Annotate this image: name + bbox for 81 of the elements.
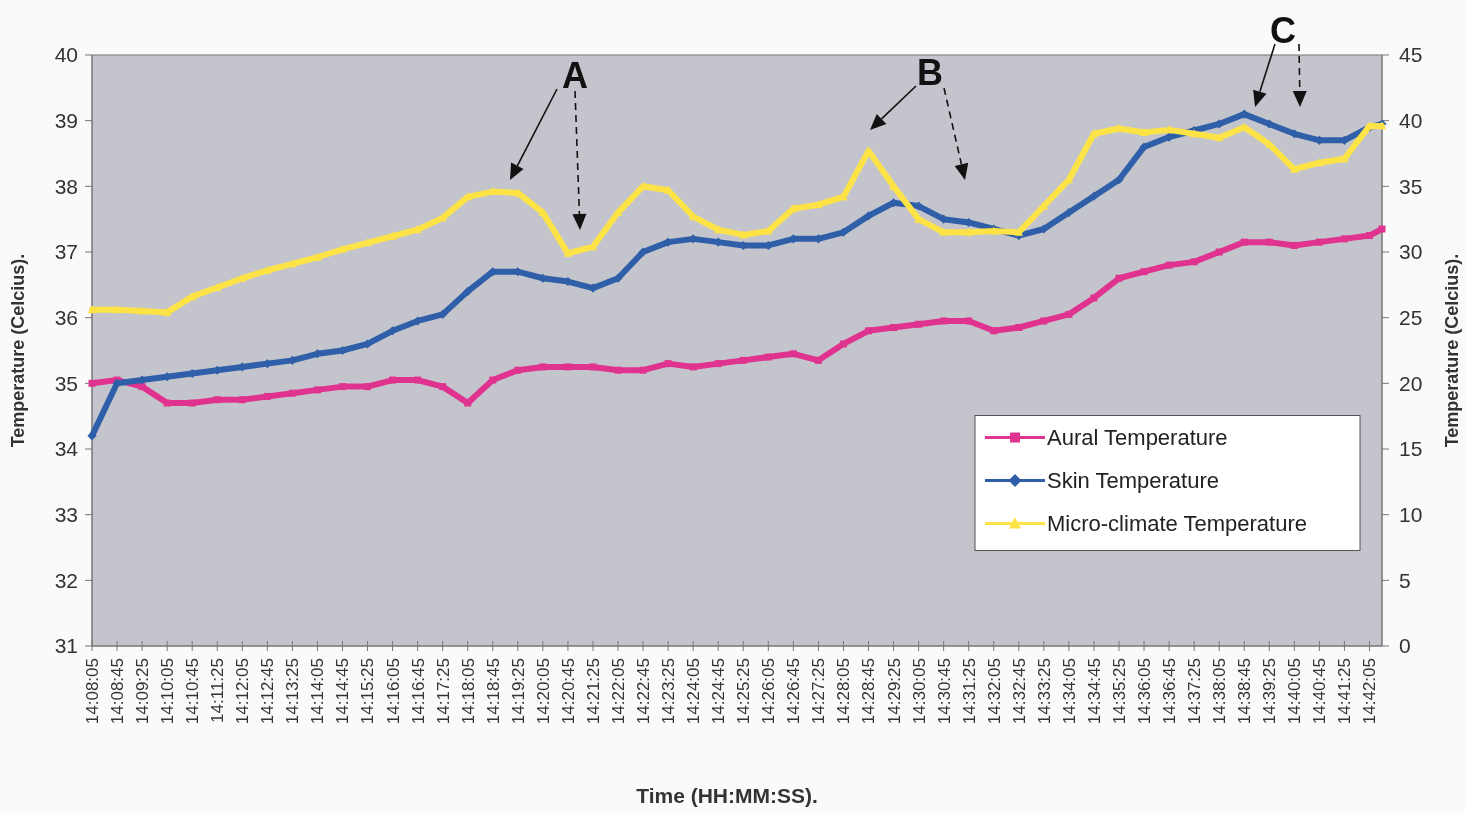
y2-tick-label: 35: [1399, 174, 1423, 198]
y-tick-label: 33: [54, 503, 78, 527]
x-tick-label: 14:10:05: [158, 658, 178, 725]
x-tick-label: 14:22:05: [608, 658, 628, 725]
x-tick-label: 14:16:45: [408, 658, 428, 725]
y-tick-label: 31: [54, 634, 78, 658]
x-tick-label: 14:18:45: [483, 658, 503, 725]
annotation: B: [917, 51, 943, 93]
x-tick-label: 14:20:05: [533, 658, 553, 725]
y2-tick-label: 40: [1399, 109, 1423, 133]
y-tick-label: 36: [54, 306, 78, 330]
x-tick-label: 14:15:25: [358, 658, 378, 725]
x-tick-label: 14:38:05: [1210, 658, 1230, 725]
x-tick-label: 14:29:25: [884, 658, 904, 725]
x-tick-label: 14:36:45: [1160, 658, 1180, 725]
x-tick-label: 14:22:45: [634, 658, 654, 725]
y2-tick-label: 0: [1399, 634, 1411, 658]
x-tick-label: 14:26:05: [759, 658, 779, 725]
x-tick-label: 14:37:25: [1185, 658, 1205, 725]
x-tick-label: 14:42:05: [1360, 658, 1380, 725]
x-tick-label: 14:08:45: [108, 658, 127, 725]
x-tick-label: 14:28:45: [859, 658, 879, 725]
x-tick-label: 14:14:45: [333, 658, 353, 725]
x-tick-label: 14:12:45: [258, 658, 278, 725]
y2-tick-label: 30: [1399, 240, 1423, 264]
legend-label: Aural Temperature: [1047, 425, 1228, 451]
x-tick-label: 14:31:25: [959, 658, 979, 725]
x-tick-label: 14:28:05: [834, 658, 854, 725]
x-tick-label: 14:39:25: [1260, 658, 1280, 725]
y2-tick-label: 20: [1399, 371, 1423, 395]
x-tick-label: 14:10:45: [183, 658, 203, 725]
x-tick-label: 14:16:05: [383, 658, 403, 725]
x-tick-label: 14:40:05: [1285, 658, 1305, 725]
annotation: A: [562, 54, 588, 96]
x-tick-label: 14:34:05: [1059, 658, 1079, 725]
y-tick-label: 40: [54, 43, 78, 67]
x-tick-label: 14:34:45: [1084, 658, 1104, 725]
y2-tick-label: 5: [1399, 568, 1411, 592]
y-tick-label: 37: [54, 240, 78, 264]
y-tick-label: 35: [54, 371, 78, 395]
x-tick-label: 14:11:25: [208, 658, 228, 723]
y2-tick-label: 15: [1399, 437, 1423, 461]
x-tick-label: 14:20:45: [558, 658, 578, 725]
x-tick-label: 14:09:25: [133, 658, 153, 725]
x-tick-label: 14:13:25: [283, 658, 303, 725]
x-tick-label: 14:40:45: [1310, 658, 1330, 725]
y2-axis-title: Temperature (Celcius).: [1442, 253, 1462, 448]
y-tick-label: 32: [54, 568, 78, 592]
x-tick-label: 14:17:25: [433, 658, 453, 725]
x-tick-label: 14:18:05: [458, 658, 478, 725]
x-tick-label: 14:30:05: [909, 658, 929, 725]
x-tick-label: 14:36:05: [1134, 658, 1154, 725]
x-tick-label: 14:25:25: [734, 658, 754, 725]
x-tick-label: 14:26:45: [784, 658, 804, 725]
legend-label: Micro-climate Temperature: [1047, 511, 1308, 537]
x-tick-label: 14:21:25: [583, 658, 603, 725]
x-tick-label: 14:30:45: [934, 658, 954, 725]
y-axis-title: Temperature (Celcius).: [8, 253, 28, 448]
x-tick-label: 14:14:05: [308, 658, 328, 725]
y2-tick-label: 45: [1399, 43, 1423, 67]
x-tick-label: 14:19:25: [508, 658, 528, 725]
x-tick-label: 14:41:25: [1335, 658, 1355, 725]
x-tick-label: 14:12:05: [233, 658, 253, 725]
x-tick-label: 14:33:25: [1034, 658, 1054, 725]
x-tick-label: 14:32:05: [984, 658, 1004, 725]
x-tick-label: 14:38:45: [1235, 658, 1255, 725]
x-tick-label: 14:23:25: [659, 658, 679, 725]
y2-tick-label: 25: [1399, 306, 1423, 330]
y-tick-label: 34: [54, 437, 79, 461]
x-axis-title: Time (HH:MM:SS).: [636, 784, 818, 807]
x-tick-label: 14:35:25: [1109, 658, 1129, 725]
y-tick-label: 39: [54, 109, 78, 133]
x-tick-label: 14:27:25: [809, 658, 829, 725]
x-tick-label: 14:08:05: [82, 658, 102, 725]
x-tick-label: 14:32:45: [1009, 658, 1029, 725]
x-tick-label: 14:24:05: [684, 658, 704, 725]
x-tick-label: 14:24:45: [709, 658, 729, 725]
legend-label: Skin Temperature: [1047, 468, 1220, 494]
y2-tick-label: 10: [1399, 503, 1423, 527]
y-tick-label: 38: [54, 174, 78, 198]
text: C: [1270, 9, 1296, 51]
